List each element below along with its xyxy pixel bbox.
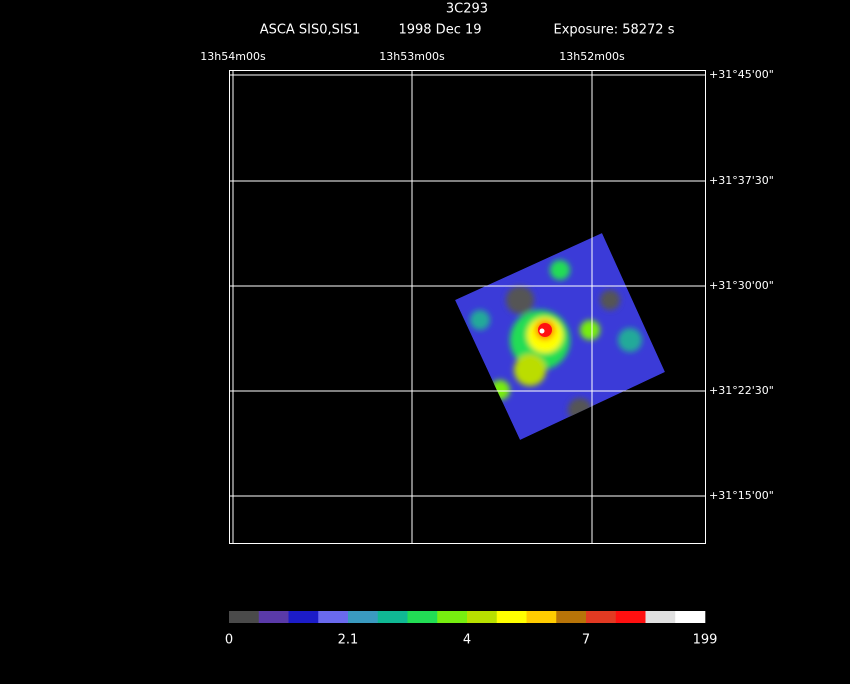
colorbar-segment bbox=[556, 611, 587, 623]
instrument: ASCA SIS0,SIS1 bbox=[260, 23, 361, 38]
colorbar-segment bbox=[377, 611, 408, 623]
colorbar-segment bbox=[437, 611, 468, 623]
colorbar-segment bbox=[615, 611, 646, 623]
colorbar-segment bbox=[496, 611, 527, 623]
colorbar-segment bbox=[526, 611, 557, 623]
field-of-view bbox=[455, 233, 665, 440]
colorbar-segment bbox=[467, 611, 498, 623]
exposure: Exposure: 58272 s bbox=[554, 23, 675, 38]
colorbar-segment bbox=[586, 611, 617, 623]
dec-label: +31°15'00" bbox=[709, 489, 774, 502]
colorbar-segment bbox=[288, 611, 319, 623]
dec-label: +31°22'30" bbox=[709, 384, 774, 397]
colorbar-segment bbox=[258, 611, 289, 623]
colorbar-segment bbox=[407, 611, 438, 623]
colorbar-segment bbox=[645, 611, 676, 623]
colorbar-label: 199 bbox=[693, 633, 718, 648]
ra-label: 13h52m00s bbox=[559, 50, 625, 63]
ra-label: 13h54m00s bbox=[200, 50, 266, 63]
colorbar-segment bbox=[229, 611, 260, 623]
coordinate-grid bbox=[230, 71, 705, 543]
colorbar-label: 4 bbox=[463, 633, 471, 648]
colorbar-label: 2.1 bbox=[338, 633, 359, 648]
dec-label: +31°37'30" bbox=[709, 174, 774, 187]
dec-label: +31°45'00" bbox=[709, 68, 774, 81]
title: 3C293 bbox=[446, 2, 488, 17]
colorbar-segment bbox=[675, 611, 706, 623]
colorbar-segment bbox=[348, 611, 379, 623]
colorbar-label: 0 bbox=[225, 633, 233, 648]
date: 1998 Dec 19 bbox=[398, 23, 481, 38]
ra-label: 13h53m00s bbox=[379, 50, 445, 63]
colorbar-label: 7 bbox=[582, 633, 590, 648]
dec-label: +31°30'00" bbox=[709, 279, 774, 292]
colorbar-segment bbox=[318, 611, 349, 623]
